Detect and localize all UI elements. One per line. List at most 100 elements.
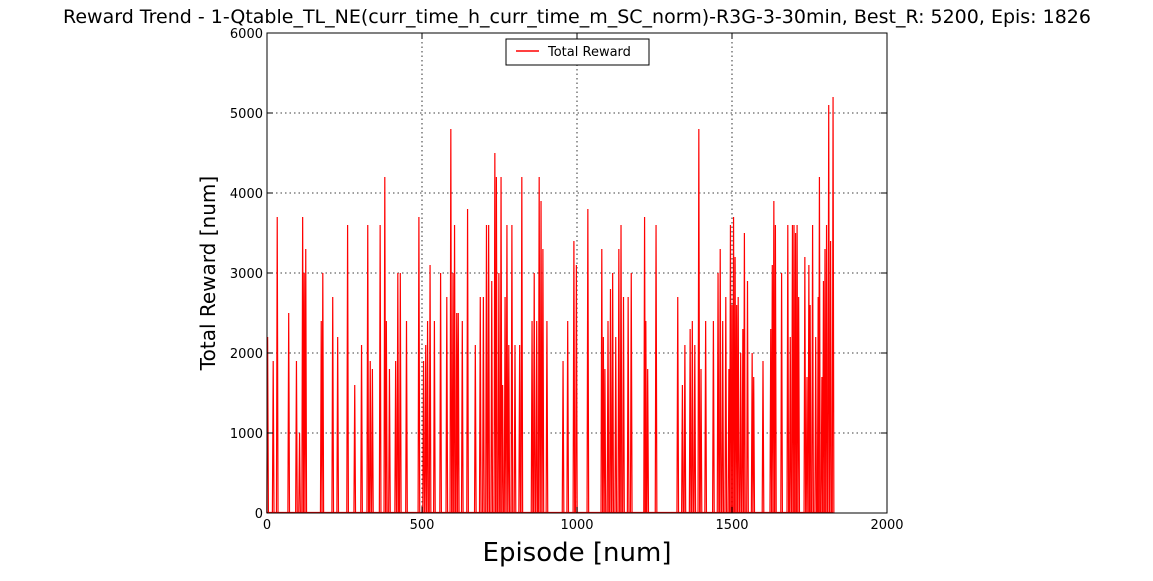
reward-spike (501, 384, 504, 514)
reward-spike (646, 368, 650, 514)
reward-spike (545, 320, 549, 514)
reward-spike (786, 224, 790, 514)
reward-spike (626, 296, 630, 514)
reward-spike (831, 96, 835, 514)
reward-spike (295, 360, 298, 514)
reward-spike (704, 320, 708, 514)
reward-spike (676, 296, 680, 514)
reward-spike (388, 368, 391, 514)
reward-spike (600, 248, 604, 514)
reward-spike (360, 344, 363, 514)
reward-spike (752, 376, 756, 514)
reward-spike (827, 104, 831, 514)
reward-spike (398, 272, 402, 514)
reward-spike (574, 264, 578, 514)
reward-spike (566, 320, 570, 514)
legend: Total Reward (505, 38, 650, 66)
reward-spike (487, 224, 491, 514)
reward-spike (424, 344, 428, 514)
y-tick-label: 5000 (230, 107, 263, 122)
reward-spike (773, 224, 777, 514)
reward-spike (716, 272, 720, 514)
reward-spike (275, 216, 279, 514)
y-tick-label: 1000 (230, 427, 263, 442)
reward-spike (530, 320, 534, 514)
reward-spike (736, 296, 740, 514)
reward-spike (644, 320, 648, 514)
reward-spike (336, 336, 340, 514)
reward-spike (690, 320, 694, 514)
reward-spike (825, 224, 828, 514)
reward-spike (629, 272, 633, 514)
reward-spike (513, 344, 517, 514)
reward-spike (697, 128, 701, 514)
reward-spike (739, 352, 743, 514)
reward-spike (539, 200, 543, 514)
reward-spike (298, 432, 301, 514)
reward-spike (788, 336, 792, 514)
reward-spike (693, 344, 697, 514)
reward-spike (654, 224, 658, 514)
x-axis-label: Episode [num] (483, 538, 672, 568)
reward-spike (503, 296, 507, 514)
reward-spike (683, 344, 687, 514)
reward-spike (422, 360, 425, 514)
reward-spike (433, 320, 436, 514)
reward-spike (572, 240, 576, 514)
reward-spike (495, 176, 498, 514)
reward-spike (287, 312, 291, 514)
reward-spike (699, 368, 703, 514)
y-axis-label: Total Reward [num] (196, 176, 220, 371)
reward-spike (535, 320, 539, 514)
reward-spike (331, 296, 335, 514)
reward-spike (417, 216, 421, 514)
reward-spike (445, 296, 449, 514)
reward-spike (803, 256, 807, 514)
reward-spike (396, 272, 400, 514)
reward-spike (617, 248, 621, 514)
reward-spike (680, 384, 684, 514)
reward-spike (346, 224, 349, 514)
reward-spike (532, 272, 536, 514)
x-tick-label: 1000 (560, 518, 593, 533)
reward-spike (520, 176, 524, 514)
reward-spike (619, 224, 623, 514)
reward-spike (366, 224, 370, 514)
reward-spike (711, 320, 715, 514)
reward-spike (614, 336, 618, 514)
reward-spike (586, 208, 590, 514)
reward-spike (808, 304, 812, 514)
reward-spike (490, 280, 494, 514)
series-total-reward (266, 96, 835, 514)
reward-spike (505, 224, 509, 514)
reward-spike (518, 344, 522, 514)
reward-spike (603, 368, 607, 514)
reward-spike (466, 208, 469, 514)
reward-spike (609, 288, 612, 514)
x-tick-label: 1500 (715, 518, 748, 533)
reward-spike (510, 224, 514, 514)
reward-spike (378, 224, 382, 514)
reward-spike (405, 320, 408, 514)
reward-spike (383, 176, 387, 514)
y-tick-label: 6000 (230, 27, 263, 42)
reward-spike (718, 248, 722, 514)
reward-spike (481, 296, 485, 514)
reward-spike (304, 248, 308, 514)
reward-spike (818, 176, 821, 514)
reward-spike (460, 320, 464, 514)
reward-spike (449, 128, 453, 514)
reward-spike (428, 264, 432, 514)
reward-spike (811, 224, 815, 514)
reward-spike (453, 224, 456, 514)
reward-spike (371, 368, 374, 514)
reward-spike (426, 320, 429, 514)
reward-spike (456, 312, 460, 514)
reward-spike (353, 384, 357, 514)
x-tick-label: 0 (263, 518, 271, 533)
reward-spike (622, 296, 625, 514)
reward-spike (541, 248, 545, 514)
reward-spike (746, 280, 749, 514)
